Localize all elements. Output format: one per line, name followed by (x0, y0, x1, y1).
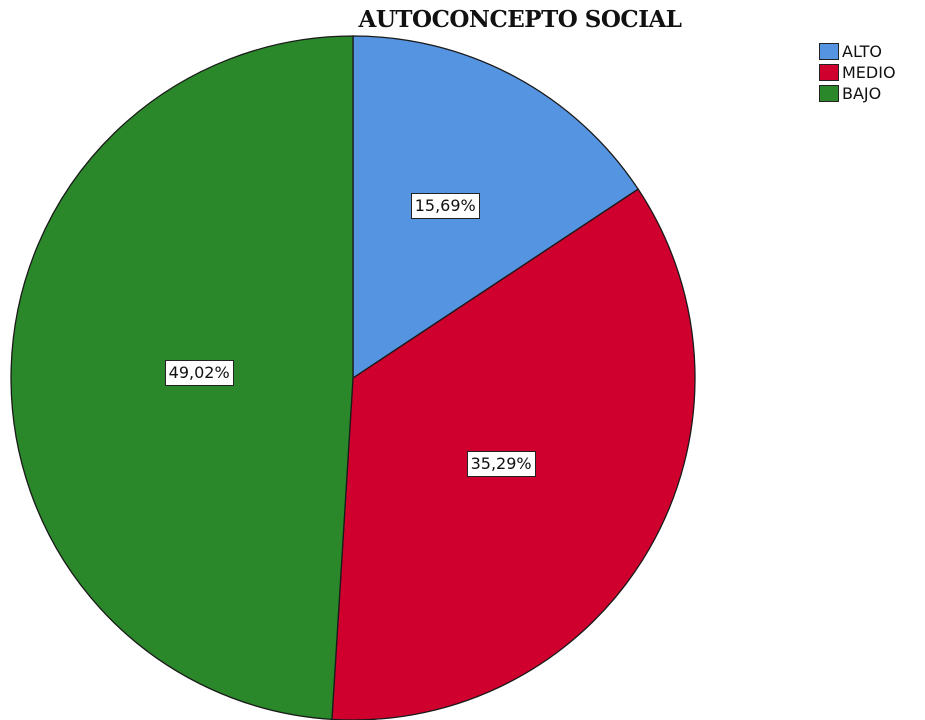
data-label-alto: 15,69% (410, 193, 480, 220)
legend: ALTO MEDIO BAJO (819, 41, 896, 104)
legend-label-medio: MEDIO (842, 63, 896, 82)
legend-swatch-bajo (819, 85, 839, 102)
legend-swatch-alto (819, 43, 839, 60)
legend-label-bajo: BAJO (842, 84, 882, 103)
legend-item-medio: MEDIO (819, 62, 896, 83)
data-label-medio: 35,29% (466, 450, 536, 477)
data-label-bajo: 49,02% (164, 360, 234, 387)
legend-item-bajo: BAJO (819, 83, 896, 104)
legend-label-alto: ALTO (842, 42, 883, 61)
chart-title: AUTOCONCEPTO SOCIAL (358, 6, 682, 33)
legend-item-alto: ALTO (819, 41, 896, 62)
pie-slice-alto (352, 35, 640, 380)
legend-swatch-medio (819, 64, 839, 81)
